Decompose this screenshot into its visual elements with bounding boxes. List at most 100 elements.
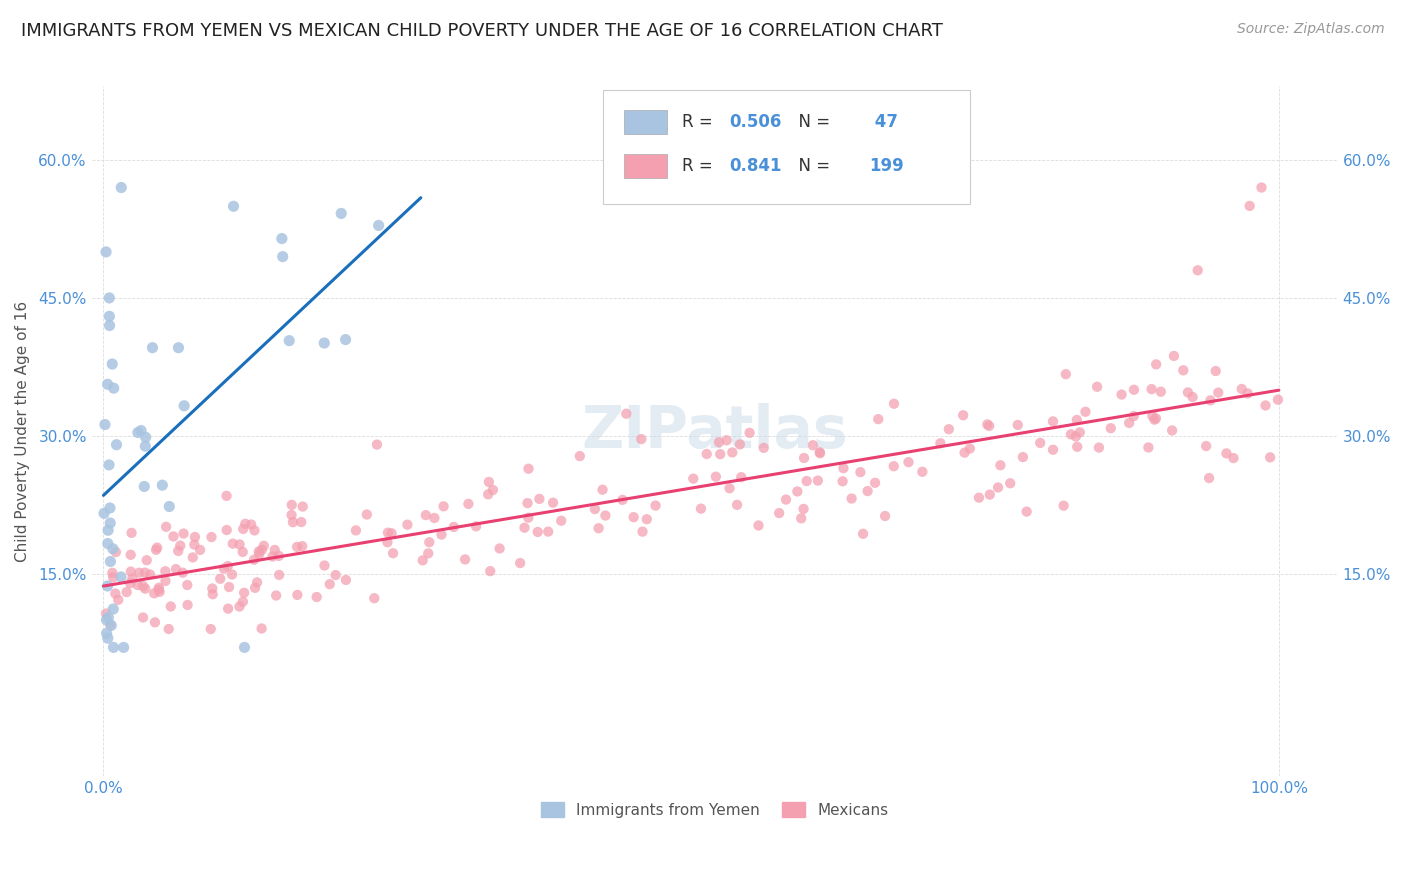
Point xyxy=(707,435,730,450)
Point xyxy=(233,586,256,600)
Point xyxy=(243,552,266,566)
Point xyxy=(135,430,157,444)
Point xyxy=(1187,263,1209,277)
Point xyxy=(953,445,976,459)
Point xyxy=(614,407,637,421)
Point xyxy=(1137,441,1160,455)
Point xyxy=(243,524,266,538)
Point xyxy=(290,515,312,529)
Text: 47: 47 xyxy=(869,113,898,131)
Point xyxy=(728,437,751,451)
Point xyxy=(1161,424,1184,438)
Point xyxy=(155,520,177,534)
Point xyxy=(465,519,488,533)
Point xyxy=(232,545,254,559)
Point xyxy=(128,566,150,580)
Point xyxy=(612,492,634,507)
Point xyxy=(852,526,875,541)
Point xyxy=(146,541,169,555)
Point xyxy=(172,566,194,580)
Point xyxy=(200,622,222,636)
Point xyxy=(1029,436,1052,450)
Point xyxy=(184,530,207,544)
Point xyxy=(786,484,808,499)
Point xyxy=(97,631,120,645)
Point xyxy=(217,559,239,574)
Text: 199: 199 xyxy=(869,157,904,175)
Point xyxy=(104,586,127,600)
Point xyxy=(356,508,378,522)
Point xyxy=(1000,476,1022,491)
Point xyxy=(280,508,302,522)
Point xyxy=(1007,417,1029,432)
Point xyxy=(1142,409,1164,423)
Point xyxy=(228,599,250,614)
Point xyxy=(143,615,166,630)
Point xyxy=(718,481,741,495)
Point xyxy=(595,508,617,523)
Point xyxy=(1267,392,1289,407)
Point xyxy=(1195,439,1218,453)
Point xyxy=(790,511,813,525)
Point xyxy=(291,500,314,514)
Point xyxy=(938,422,960,436)
Point xyxy=(976,417,998,432)
Point xyxy=(987,480,1010,494)
Point xyxy=(135,553,157,567)
Point xyxy=(1066,440,1088,454)
Point xyxy=(1181,390,1204,404)
Point xyxy=(1205,364,1227,378)
Point xyxy=(1099,421,1122,435)
Point xyxy=(101,541,124,556)
Point xyxy=(129,424,152,438)
Point xyxy=(101,357,124,371)
Point xyxy=(1064,429,1087,443)
Point xyxy=(94,244,117,259)
Point xyxy=(517,461,540,475)
Point xyxy=(478,475,501,489)
Point xyxy=(1250,180,1272,194)
Point xyxy=(344,524,367,538)
Point xyxy=(367,219,389,233)
Point xyxy=(200,530,222,544)
Point xyxy=(716,434,738,448)
Point xyxy=(631,524,654,539)
Point xyxy=(97,523,120,537)
Point xyxy=(1053,499,1076,513)
Point xyxy=(285,588,308,602)
Point xyxy=(1215,446,1237,460)
Point xyxy=(167,341,190,355)
Point xyxy=(167,544,190,558)
Point xyxy=(979,487,1001,501)
Point xyxy=(517,510,540,524)
Point xyxy=(215,523,238,537)
Point xyxy=(250,542,273,557)
Point xyxy=(537,524,560,539)
Legend: Immigrants from Yemen, Mexicans: Immigrants from Yemen, Mexicans xyxy=(534,796,894,823)
Point xyxy=(155,564,177,578)
Point xyxy=(831,475,853,489)
Point xyxy=(952,409,974,423)
Point xyxy=(103,640,125,655)
Point xyxy=(418,546,440,560)
Point xyxy=(1118,416,1140,430)
Point xyxy=(832,461,855,475)
Point xyxy=(314,336,336,351)
Text: R =: R = xyxy=(682,113,718,131)
Point xyxy=(201,587,224,601)
Point xyxy=(157,622,180,636)
Point xyxy=(100,554,122,568)
Point xyxy=(110,570,132,584)
Point xyxy=(630,432,652,446)
Point xyxy=(730,470,752,484)
Point xyxy=(96,579,118,593)
Point xyxy=(1144,411,1167,425)
Point xyxy=(141,341,163,355)
Point xyxy=(704,469,727,483)
Point xyxy=(98,617,121,632)
Point xyxy=(1042,442,1064,457)
Point xyxy=(233,516,256,531)
Point xyxy=(305,590,328,604)
Point xyxy=(148,581,170,595)
Point xyxy=(644,499,666,513)
